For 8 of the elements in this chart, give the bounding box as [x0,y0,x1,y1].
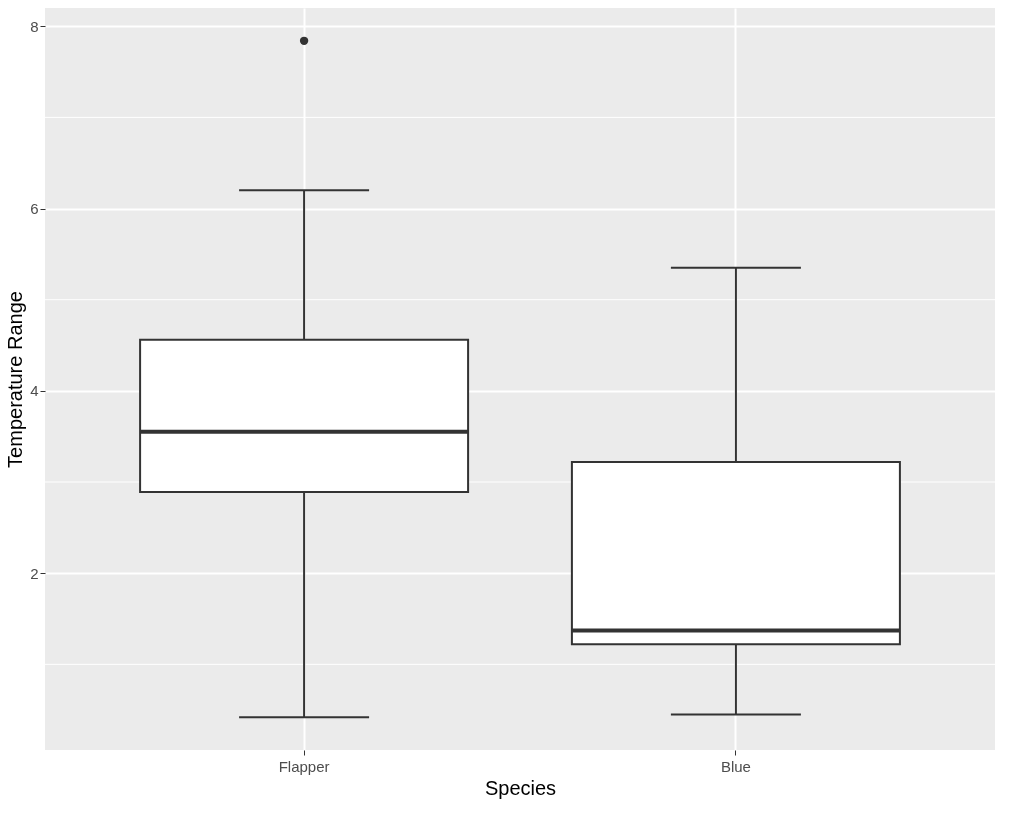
y-tick-label: 4 [30,382,39,400]
x-tick-label: Blue [720,757,751,775]
y-tick-label: 6 [30,200,39,218]
y-tick-label: 8 [30,17,39,35]
x-tick-label: Flapper [278,757,330,775]
x-axis-title: Species [484,776,557,799]
y-axis-title: Temperature Range [4,291,27,468]
y-tick-label: 2 [30,564,39,582]
